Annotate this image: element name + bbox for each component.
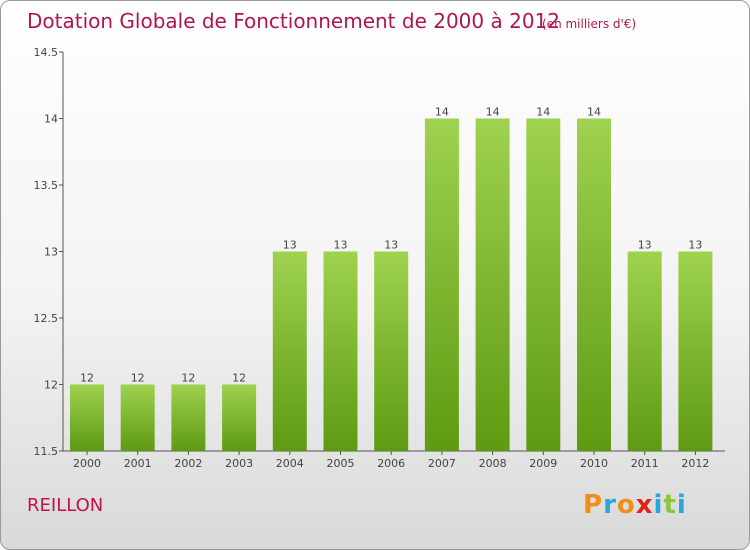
y-tick-label: 13.5 bbox=[34, 179, 59, 192]
x-tick-label: 2001 bbox=[124, 457, 152, 470]
bar-2004 bbox=[272, 251, 307, 451]
data-label: 12 bbox=[181, 372, 195, 385]
x-tick-label: 2007 bbox=[428, 457, 456, 470]
logo-letter: o bbox=[616, 490, 636, 520]
data-label: 13 bbox=[688, 239, 702, 252]
x-tick-label: 2009 bbox=[529, 457, 557, 470]
chart-title: Dotation Globale de Fonctionnement de 20… bbox=[27, 9, 560, 33]
data-label: 14 bbox=[486, 106, 500, 119]
logo-letter: r bbox=[603, 490, 617, 520]
x-tick-label: 2004 bbox=[276, 457, 304, 470]
data-label: 13 bbox=[638, 239, 652, 252]
bar-2000 bbox=[70, 384, 104, 451]
bar-2001 bbox=[120, 384, 155, 451]
logo-letter: P bbox=[583, 490, 604, 520]
data-label: 12 bbox=[80, 372, 94, 385]
bar-2005 bbox=[323, 251, 358, 451]
commune-name: REILLON bbox=[27, 495, 104, 516]
bar-2010 bbox=[577, 118, 611, 451]
bar-2011 bbox=[627, 251, 662, 451]
data-label: 13 bbox=[283, 239, 297, 252]
data-label: 14 bbox=[536, 106, 550, 119]
logo-letter: i bbox=[653, 490, 664, 520]
bar-2008 bbox=[475, 118, 510, 451]
bar-2003 bbox=[222, 384, 257, 451]
x-tick-label: 2012 bbox=[681, 457, 709, 470]
y-tick-label: 11.5 bbox=[34, 445, 59, 458]
data-label: 14 bbox=[435, 106, 449, 119]
bar-2002 bbox=[171, 384, 206, 451]
data-label: 12 bbox=[232, 372, 246, 385]
y-tick-label: 12.5 bbox=[34, 312, 59, 325]
bar-2009 bbox=[526, 118, 561, 451]
logo-letter: x bbox=[635, 490, 654, 520]
data-label: 13 bbox=[384, 239, 398, 252]
data-label: 12 bbox=[131, 372, 145, 385]
logo-letter: t bbox=[663, 490, 677, 520]
x-tick-label: 2010 bbox=[580, 457, 608, 470]
y-tick-label: 12 bbox=[44, 379, 58, 392]
y-tick-label: 14 bbox=[44, 113, 58, 126]
x-tick-label: 2000 bbox=[73, 457, 101, 470]
logo-letter: i bbox=[676, 490, 687, 520]
x-tick-label: 2003 bbox=[225, 457, 253, 470]
x-tick-label: 2006 bbox=[377, 457, 405, 470]
x-tick-label: 2011 bbox=[631, 457, 659, 470]
bar-2012 bbox=[678, 251, 713, 451]
proxiti-logo[interactable]: Proxiti bbox=[583, 490, 687, 520]
data-label: 14 bbox=[587, 106, 601, 119]
x-tick-label: 2002 bbox=[174, 457, 202, 470]
x-tick-label: 2005 bbox=[327, 457, 355, 470]
y-tick-label: 14.5 bbox=[34, 46, 59, 59]
data-label: 13 bbox=[334, 239, 348, 252]
y-tick-label: 13 bbox=[44, 246, 58, 259]
x-tick-label: 2008 bbox=[479, 457, 507, 470]
bar-2007 bbox=[424, 118, 459, 451]
bar-2006 bbox=[374, 251, 409, 451]
chart-unit: (en milliers d'€) bbox=[542, 17, 637, 31]
